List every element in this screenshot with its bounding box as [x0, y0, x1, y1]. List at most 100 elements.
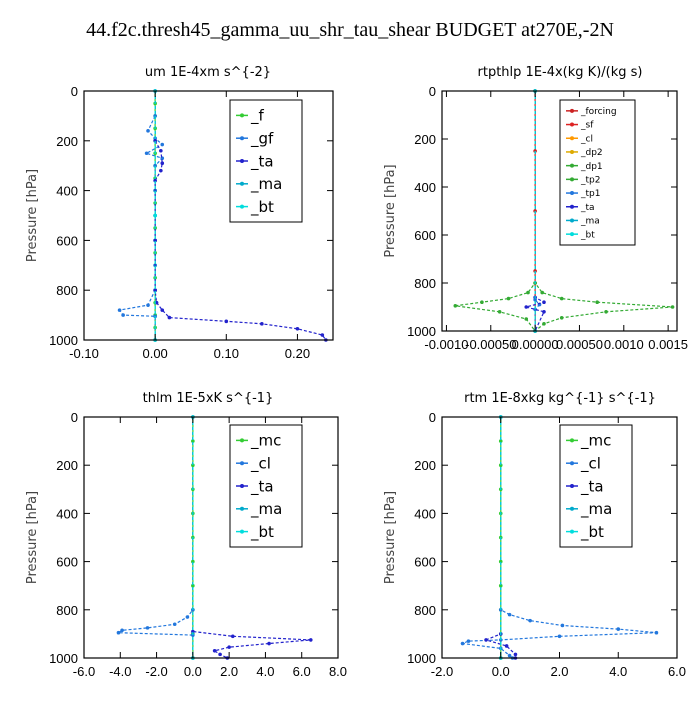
series-line-cl [460, 417, 657, 659]
legend-label: _ta [580, 203, 595, 213]
legend-marker [570, 149, 574, 154]
legend-label: _tp2 [580, 176, 600, 186]
legend-marker [240, 136, 244, 141]
legend-label: _f [250, 107, 265, 126]
data-point [557, 634, 562, 639]
legend-marker [570, 438, 574, 443]
data-point [191, 463, 195, 468]
data-point [560, 623, 565, 628]
data-point [524, 317, 529, 321]
x-tick-label: 0.00050 [556, 337, 603, 352]
data-point [167, 315, 172, 320]
legend-label: _ma [580, 217, 600, 227]
data-point [507, 653, 512, 658]
legend-label: _bt [250, 523, 274, 542]
data-point [230, 634, 235, 639]
data-point [498, 583, 503, 588]
plot-frame [83, 90, 334, 341]
data-point [260, 322, 264, 326]
plot-frame [441, 90, 678, 332]
legend-marker [570, 122, 574, 127]
data-point [542, 310, 546, 314]
y-axis-label: Pressure [hPa] [25, 491, 40, 584]
data-point [160, 161, 165, 166]
legend-label: _cl [250, 454, 271, 473]
data-point [506, 296, 511, 301]
data-point [159, 148, 163, 153]
data-point [466, 639, 471, 643]
x-tick-label: 0.0015 [648, 337, 688, 352]
data-point [191, 559, 195, 564]
data-point [212, 648, 217, 653]
x-tick-label: 0.0010 [604, 337, 644, 352]
panel-rtm: rtm 1E-8xkg kg^{-1} s^{-1} Pressure [hPa]… [383, 391, 686, 679]
y-tick-label: 200 [414, 132, 436, 147]
data-point [117, 308, 122, 312]
data-point [160, 142, 165, 147]
data-point [497, 310, 502, 314]
y-tick-label: 200 [414, 458, 436, 473]
legend-label: _sf [580, 121, 594, 131]
data-point [504, 644, 509, 648]
data-point [121, 313, 125, 317]
legend-marker [570, 191, 574, 196]
legend-label: _ma [250, 175, 282, 194]
legend-marker [570, 108, 574, 113]
panel-title: thlm 1E-5xK s^{-1} [143, 391, 274, 406]
x-tick-label: 4.0 [609, 664, 627, 679]
legend-marker [240, 506, 244, 511]
y-tick-label: 600 [414, 555, 436, 570]
y-tick-label: 600 [414, 228, 436, 243]
data-point [526, 290, 530, 295]
x-tick-label: 6.0 [668, 664, 686, 679]
data-point [484, 638, 488, 642]
x-tick-label: -0.0010 [424, 337, 468, 352]
y-axis-label: Pressure [hPa] [383, 164, 398, 257]
x-tick-label: 2.0 [550, 664, 568, 679]
legend-label: _ma [250, 500, 282, 519]
legend-marker [240, 529, 244, 534]
data-point [144, 151, 149, 156]
x-tick-label: 0.0 [492, 664, 510, 679]
series-line-ta [154, 91, 327, 341]
data-point [513, 652, 518, 657]
series-line-cl [116, 417, 194, 658]
data-point [153, 238, 157, 243]
data-point [308, 638, 313, 642]
x-tick-label: -6.0 [73, 664, 95, 679]
data-point [460, 641, 465, 646]
legend-label: _cl [580, 454, 601, 473]
legend-marker [570, 529, 574, 534]
y-tick-label: 0 [71, 410, 78, 425]
data-point [480, 300, 484, 305]
y-tick-label: 800 [414, 603, 436, 618]
data-point [153, 178, 157, 183]
legend-marker [570, 177, 574, 182]
panel-title: rtm 1E-8xkg kg^{-1} s^{-1} [464, 391, 656, 406]
y-tick-label: 400 [56, 184, 78, 199]
series-line-ta [192, 417, 311, 659]
y-tick-label: 800 [56, 283, 78, 298]
legend-marker [240, 181, 244, 186]
x-tick-label: -4.0 [109, 664, 131, 679]
legend-label: _dp2 [580, 148, 603, 158]
panel-rtpthlp: rtpthlp 1E-4x(kg K)/(kg s) Pressure [hPa]… [383, 65, 688, 352]
legend-label: _cl [580, 134, 593, 144]
x-tick-label: 0.0 [184, 664, 202, 679]
data-point [185, 615, 190, 619]
data-point [120, 628, 124, 633]
data-point [191, 583, 195, 588]
data-point [146, 303, 150, 307]
data-point [604, 310, 608, 314]
panel-title: um 1E-4xm s^{-2} [145, 65, 271, 80]
data-point [498, 559, 503, 564]
data-point [453, 304, 458, 308]
legend-marker [570, 232, 574, 237]
x-tick-label: -0.10 [69, 346, 99, 361]
data-point [191, 439, 195, 443]
legend-label: _tp1 [580, 189, 600, 199]
data-point [542, 300, 546, 305]
y-axis-label: Pressure [hPa] [383, 491, 398, 584]
y-tick-label: 400 [56, 506, 78, 521]
